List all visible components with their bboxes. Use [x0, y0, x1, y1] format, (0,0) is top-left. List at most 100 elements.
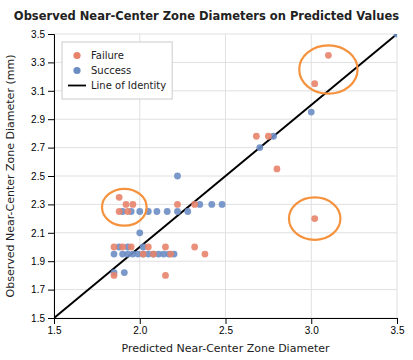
legend-label: Failure	[91, 50, 124, 61]
point	[174, 201, 181, 208]
plot: 1.5 2.0 2.5 3.0 3.51.5 1.7 1.9 2.1 2.3 2.5 2.7 2.9 3…	[31, 29, 405, 336]
point	[308, 109, 315, 116]
point	[164, 208, 171, 215]
legend-item: Failure	[73, 50, 124, 61]
identity-line	[54, 34, 397, 318]
point	[154, 208, 161, 215]
tick: 2.5	[31, 171, 54, 182]
tick-label: 2.1	[31, 228, 45, 239]
point	[208, 201, 215, 208]
y-axis-label: Observed Near-Center Zone Diameter (mm)	[4, 55, 17, 298]
tick-mark	[140, 318, 141, 324]
legend-symbol	[68, 85, 86, 87]
tick: 2.3	[31, 199, 54, 210]
legend-label: Success	[91, 65, 131, 76]
tick: 1.5	[48, 318, 62, 336]
point	[150, 251, 157, 258]
tick-mark	[226, 318, 227, 324]
point	[191, 244, 198, 251]
tick-mark	[48, 62, 54, 63]
point	[167, 251, 174, 258]
point	[162, 244, 169, 251]
tick-label: 3.3	[31, 57, 45, 68]
point	[394, 34, 397, 37]
tick-mark	[48, 290, 54, 291]
point	[150, 251, 157, 258]
point	[265, 133, 272, 140]
tick: 3.3	[31, 57, 54, 68]
legend-item: Line of Identity	[68, 80, 166, 91]
x-axis: 1.5 2.0 2.5 3.0 3.5	[48, 318, 405, 336]
tick-label: 2.5	[219, 325, 233, 336]
point	[253, 133, 260, 140]
axis-line	[48, 35, 55, 319]
point	[184, 208, 191, 215]
tick-mark	[48, 261, 54, 262]
point	[140, 251, 147, 258]
point	[129, 201, 136, 208]
legend-symbol	[73, 52, 80, 59]
point	[124, 208, 131, 215]
point	[256, 144, 263, 151]
point	[111, 244, 118, 251]
legend-label: Line of Identity	[91, 80, 166, 91]
grid-line	[54, 204, 397, 205]
point	[121, 269, 128, 276]
tick: 2.9	[31, 114, 54, 125]
marks	[54, 34, 397, 318]
point	[325, 52, 332, 59]
point	[140, 251, 147, 258]
y-axis: 1.51.71.92.12.32.52.72.93.13.33.5	[31, 29, 54, 324]
tick: 2.7	[31, 142, 54, 153]
point	[116, 194, 123, 201]
tick-label: 2.3	[31, 199, 45, 210]
point	[311, 80, 318, 87]
tick-mark	[48, 204, 54, 205]
tick-label: 1.5	[48, 325, 62, 336]
tick-mark	[48, 119, 54, 120]
point	[145, 244, 152, 251]
point	[174, 173, 181, 180]
point	[191, 201, 198, 208]
point	[202, 251, 209, 258]
highlight-circle	[102, 189, 147, 226]
tick-mark	[48, 318, 54, 319]
tick-mark	[397, 318, 398, 324]
legend-frame	[62, 42, 172, 99]
tick-label: 1.9	[31, 256, 45, 267]
grid-line	[54, 289, 397, 290]
tick-label: 3.5	[391, 325, 405, 336]
highlight-circle	[299, 45, 357, 93]
tick-label: 2.9	[31, 114, 45, 125]
tick: 2.0	[133, 318, 147, 336]
tick-label: 1.7	[31, 284, 45, 295]
tick-label: 3.5	[31, 29, 45, 40]
point	[111, 272, 118, 279]
tick-mark	[48, 233, 54, 234]
tick: 1.9	[31, 256, 54, 267]
tick: 3.5	[391, 318, 405, 336]
tick-mark	[48, 176, 54, 177]
grid	[54, 34, 397, 318]
tick-label: 2.0	[133, 325, 147, 336]
chart: Observed Near-Center Zone Diameters on P…	[0, 0, 413, 360]
legend-item: Success	[73, 65, 131, 76]
grid-line	[54, 232, 397, 233]
title: Observed Near-Center Zone Diameters on P…	[14, 9, 399, 23]
grid-line	[54, 147, 397, 148]
point	[274, 166, 281, 173]
tick: 2.1	[31, 228, 54, 239]
tick: 3.5	[31, 29, 54, 40]
x-axis-label: Predicted Near-Center Zone Diameter	[121, 342, 330, 355]
tick: 1.7	[31, 284, 54, 295]
axis-line	[55, 319, 398, 325]
highlight-circle	[289, 197, 340, 240]
tick: 2.5	[219, 318, 233, 336]
point	[311, 215, 318, 222]
grid-line	[54, 34, 397, 35]
point	[123, 201, 130, 208]
tick-label: 2.7	[31, 142, 45, 153]
tick-label: 3.0	[305, 325, 319, 336]
grid-line	[54, 119, 397, 120]
point	[116, 208, 123, 215]
